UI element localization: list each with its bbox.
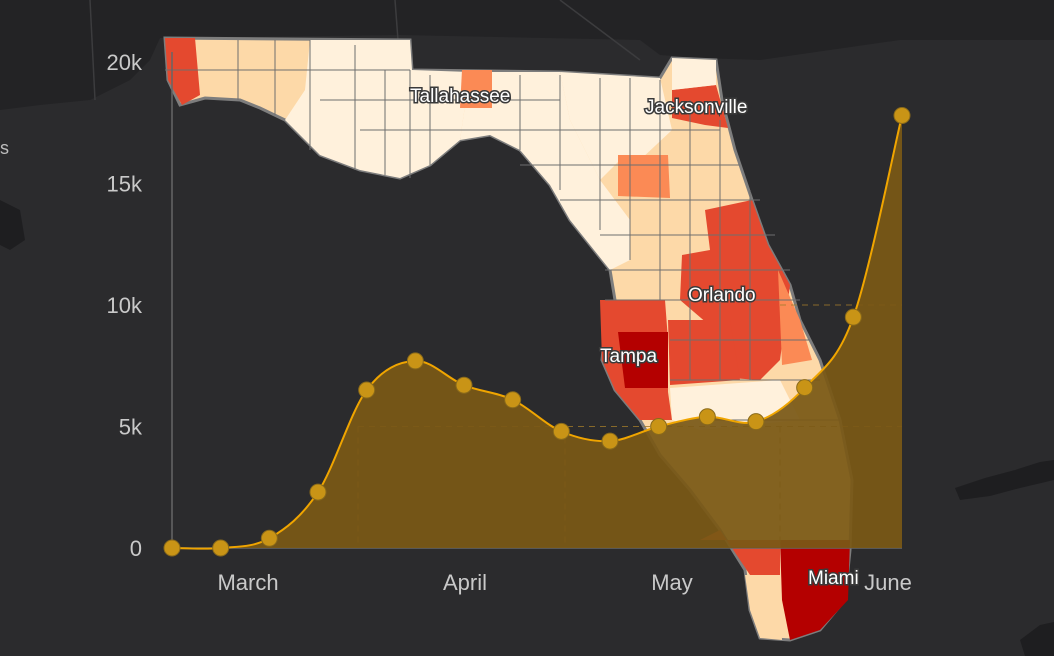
y-tick-label: 0: [130, 536, 142, 561]
cropped-edge-text: s: [0, 138, 9, 158]
data-point: [650, 418, 668, 435]
city-label-jacksonville: Jacksonville: [645, 97, 747, 118]
series-markers: [163, 106, 911, 557]
y-tick-labels: 0 5k 10k 15k 20k: [107, 50, 143, 561]
city-label-orlando: Orlando: [688, 285, 756, 306]
county: [165, 38, 200, 105]
county: [285, 40, 470, 178]
county: [745, 575, 782, 640]
data-point: [504, 391, 522, 409]
chart-overlay: 0 5k 10k 15k 20k March April May June: [107, 50, 912, 595]
y-tick-label: 20k: [107, 50, 143, 75]
x-tick-label: March: [217, 570, 278, 595]
south-island: [1020, 622, 1054, 656]
data-point: [212, 539, 230, 557]
northern-land-border: [89, 0, 641, 101]
west-patch: [0, 200, 25, 250]
northern-land: [0, 0, 1054, 110]
data-point: [844, 308, 862, 326]
y-tick-label: 5k: [119, 415, 143, 440]
county: [672, 58, 716, 90]
data-point: [698, 408, 716, 426]
county: [780, 540, 850, 640]
data-point: [601, 432, 619, 450]
x-tick-label: April: [443, 570, 487, 595]
data-point: [747, 413, 765, 431]
data-point: [796, 379, 814, 397]
county: [460, 70, 492, 108]
city-label-miami: Miami: [808, 568, 859, 589]
data-point: [163, 539, 181, 557]
data-point: [358, 381, 376, 399]
x-tick-label: June: [864, 570, 912, 595]
city-label-tallahassee: Tallahassee: [410, 86, 510, 107]
city-label-tampa: Tampa: [600, 346, 657, 367]
east-island: [955, 460, 1054, 500]
series-area: [172, 115, 902, 549]
data-point: [260, 529, 278, 547]
county: [778, 270, 812, 365]
data-point: [893, 106, 911, 124]
county: [672, 85, 728, 128]
data-point: [455, 376, 473, 394]
x-tick-labels: March April May June: [217, 570, 911, 595]
y-tick-label: 10k: [107, 293, 143, 318]
county-fills: [165, 38, 850, 640]
city-labels: Tallahassee Jacksonville Orlando Tampa M…: [409, 85, 861, 591]
data-point: [406, 352, 424, 370]
data-point: [552, 422, 570, 440]
county: [460, 72, 630, 270]
county: [668, 320, 740, 385]
county: [618, 155, 670, 198]
county: [618, 332, 668, 388]
x-tick-label: May: [651, 570, 693, 595]
y-tick-label: 15k: [107, 172, 143, 197]
data-point: [309, 483, 327, 501]
county: [560, 72, 672, 180]
county: [680, 200, 790, 380]
